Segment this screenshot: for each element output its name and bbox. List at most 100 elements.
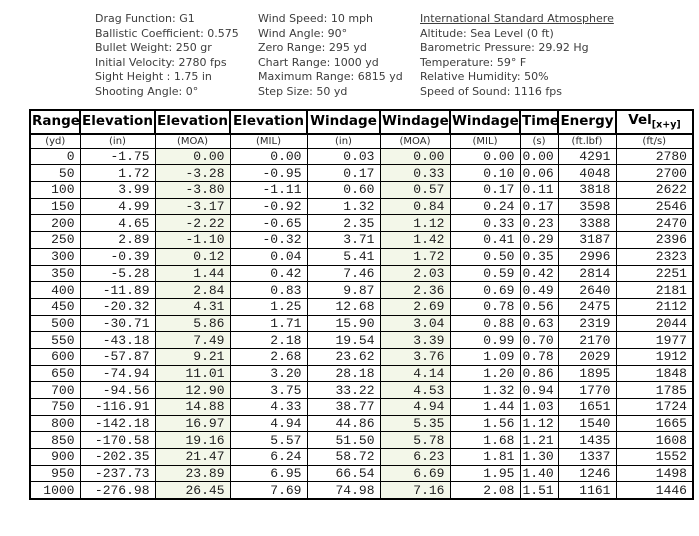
table-row: 950 -237.73 23.89 6.95 66.54 6.69 1.95 1.40 1246…: [29, 464, 694, 483]
table-cell: 12.68: [306, 297, 381, 316]
table-cell: 0.00: [154, 147, 231, 166]
table-cell: 15.90: [306, 314, 381, 333]
table-cell: 0.00: [519, 147, 559, 166]
table-cell: 1.30: [519, 448, 559, 466]
table-cell: 12.90: [154, 381, 231, 399]
table-row: 900 -202.35 21.47 6.24 58.72 6.23 1.81 1.30 1337…: [29, 448, 694, 466]
column-header-energy-ftlbf: Energy: [557, 109, 617, 135]
table-cell: 1.72: [79, 164, 156, 183]
column-header-elevation-in: Elevation: [79, 109, 156, 135]
table-cell: 5.86: [154, 314, 231, 333]
table-cell: 0.33: [449, 214, 521, 233]
table-cell: -1.75: [79, 147, 156, 166]
table-cell: 3.20: [229, 364, 308, 383]
table-cell: 58.72: [306, 448, 381, 466]
table-cell: 4.53: [379, 381, 451, 399]
table-cell: 19.54: [306, 331, 381, 349]
table-cell: 26.45: [154, 481, 231, 500]
table-row: 550 -43.18 7.49 2.18 19.54 3.39 0.99 0.70 2170 19…: [29, 331, 694, 349]
column-header-label: Windage: [310, 113, 377, 130]
column-header-range-yd: Range: [29, 109, 81, 135]
table-cell: 0.57: [379, 181, 451, 199]
column-unit-mil: (MIL): [229, 133, 308, 149]
table-cell: 0.00: [229, 147, 308, 166]
atmosphere-title: International Standard Atmosphere: [420, 12, 614, 25]
table-cell: -276.98: [79, 481, 156, 500]
table-cell: 3.71: [306, 231, 381, 249]
table-cell: 2029: [557, 347, 617, 366]
table-cell: 7.69: [229, 481, 308, 500]
table-cell: 2.68: [229, 347, 308, 366]
table-cell: 650: [29, 364, 81, 383]
table-cell: 1.12: [519, 414, 559, 433]
ballistics-trajectory-table: Range Elevation Elevation Elevation Windage W…: [29, 109, 694, 500]
table-cell: 4.99: [79, 197, 156, 216]
table-cell: 2.36: [379, 281, 451, 299]
table-cell: 0.50: [449, 247, 521, 266]
column-header-elevation-mil: Elevation: [229, 109, 308, 135]
table-head: Range Elevation Elevation Elevation Windage W…: [29, 109, 694, 149]
table-cell: 2780: [615, 147, 694, 166]
column-unit-moa: (MOA): [379, 133, 451, 149]
table-cell: 1.71: [229, 314, 308, 333]
table-cell: 0.86: [519, 364, 559, 383]
table-cell: 350: [29, 264, 81, 283]
table-cell: 500: [29, 314, 81, 333]
table-cell: 19.16: [154, 431, 231, 450]
table-cell: -11.89: [79, 281, 156, 299]
column-header-windage-moa: Windage: [379, 109, 451, 135]
table-cell: 1.95: [449, 464, 521, 483]
table-cell: 1665: [615, 414, 694, 433]
table-cell: 0.94: [519, 381, 559, 399]
table-row: 750 -116.91 14.88 4.33 38.77 4.94 1.44 1.03 1651…: [29, 398, 694, 416]
table-cell: 1246: [557, 464, 617, 483]
table-cell: -57.87: [79, 347, 156, 366]
table-cell: 950: [29, 464, 81, 483]
table-cell: -3.80: [154, 181, 231, 199]
table-cell: 7.46: [306, 264, 381, 283]
table-cell: 44.86: [306, 414, 381, 433]
table-cell: 0.78: [519, 347, 559, 366]
table-cell: 1.42: [379, 231, 451, 249]
table-cell: -142.18: [79, 414, 156, 433]
table-row: 350 -5.28 1.44 0.42 7.46 2.03 0.59 0.42 2814 2251: [29, 264, 694, 283]
table-cell: 5.41: [306, 247, 381, 266]
table-cell: 1.51: [519, 481, 559, 500]
table-cell: 1.72: [379, 247, 451, 266]
column-header-label: Elevation: [82, 113, 153, 130]
table-cell: -202.35: [79, 448, 156, 466]
table-cell: 0.70: [519, 331, 559, 349]
table-cell: 0.10: [449, 164, 521, 183]
table-cell: 2475: [557, 297, 617, 316]
info-line: Wind Angle: 90°: [258, 26, 348, 40]
table-cell: 600: [29, 347, 81, 366]
table-cell: 2.69: [379, 297, 451, 316]
info-line: Zero Range: 295 yd: [258, 41, 367, 55]
column-unit-moa: (MOA): [154, 133, 231, 149]
table-cell: 1.03: [519, 398, 559, 416]
table-row: 450 -20.32 4.31 1.25 12.68 2.69 0.78 0.56 2475 21…: [29, 297, 694, 316]
table-cell: -43.18: [79, 331, 156, 349]
column-header-label: Elevation: [157, 113, 228, 130]
table-cell: 1.20: [449, 364, 521, 383]
table-cell: 1446: [615, 481, 694, 500]
info-line: Step Size: 50 yd: [258, 84, 348, 98]
column-header-windage-in: Windage: [306, 109, 381, 135]
table-cell: 0.78: [449, 297, 521, 316]
table-cell: 0.42: [519, 264, 559, 283]
table-cell: 0.33: [379, 164, 451, 183]
table-cell: 1608: [615, 431, 694, 450]
table-cell: 6.23: [379, 448, 451, 466]
table-cell: 4.31: [154, 297, 231, 316]
table-cell: -20.32: [79, 297, 156, 316]
table-cell: 21.47: [154, 448, 231, 466]
table-cell: 0.69: [449, 281, 521, 299]
table-cell: 2640: [557, 281, 617, 299]
info-line: Wind Speed: 10 mph: [258, 12, 373, 25]
table-cell: 4.33: [229, 398, 308, 416]
table-cell: 6.24: [229, 448, 308, 466]
table-cell: 0.17: [449, 181, 521, 199]
column-unit-in: (in): [306, 133, 381, 149]
info-line: Bullet Weight: 250 gr: [95, 41, 212, 55]
table-cell: 0.60: [306, 181, 381, 199]
